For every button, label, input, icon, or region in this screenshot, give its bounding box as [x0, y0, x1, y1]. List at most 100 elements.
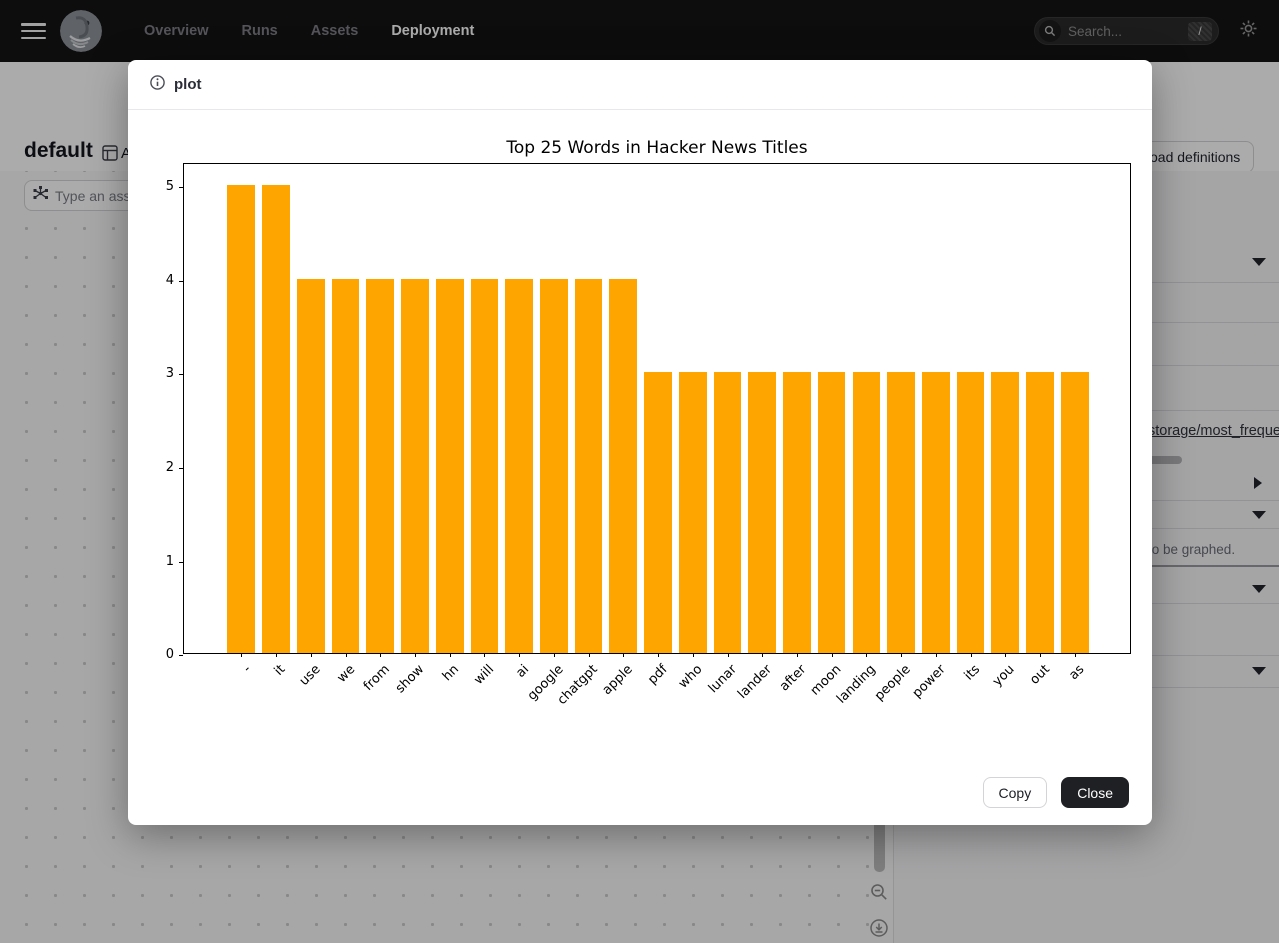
x-tick-mark: [519, 653, 521, 657]
y-tick-label: 4: [165, 272, 174, 288]
settings-gear-icon[interactable]: [1240, 20, 1257, 42]
copy-button[interactable]: Copy: [982, 777, 1048, 808]
bar: [678, 372, 707, 653]
y-tick-mark: [179, 655, 183, 656]
x-tick-mark: [310, 653, 312, 657]
search-input[interactable]: [1068, 23, 1188, 39]
bar: [852, 372, 881, 653]
bar: [609, 278, 638, 653]
bar: [748, 372, 777, 653]
chevron-down-icon[interactable]: [1252, 258, 1266, 266]
x-tick-label: will: [471, 662, 498, 688]
bar: [296, 278, 325, 653]
x-tick-mark: [276, 653, 277, 657]
x-tick-label: -: [239, 662, 254, 676]
canvas-vertical-scrollbar[interactable]: [874, 812, 885, 872]
zoom-out-icon[interactable]: [870, 883, 888, 906]
x-tick-mark: [588, 653, 590, 657]
nav-item-assets[interactable]: Assets: [310, 23, 359, 39]
panel-description-text: to be graphed.: [1148, 542, 1236, 557]
y-tick-label: 3: [165, 366, 174, 382]
nav-right: /: [1034, 17, 1257, 45]
bar: [227, 185, 256, 653]
x-tick-label: people: [871, 662, 914, 704]
bar: [470, 278, 499, 653]
x-tick-mark: [414, 653, 416, 657]
plot-modal: plot Top 25 Words in Hacker News Titles …: [128, 60, 1152, 825]
asset-graph-icon: [33, 185, 48, 206]
chevron-down-icon[interactable]: [1252, 585, 1266, 593]
modal-title: plot: [174, 76, 202, 93]
x-tick-label: after: [777, 662, 810, 695]
x-tick-mark: [484, 653, 486, 657]
hamburger-menu-icon[interactable]: [21, 23, 46, 39]
global-search[interactable]: /: [1034, 17, 1219, 45]
x-tick-label: pdf: [645, 662, 671, 688]
y-tick-label: 0: [165, 647, 174, 662]
chevron-down-icon[interactable]: [1252, 511, 1266, 519]
bar: [644, 372, 672, 653]
x-tick-mark: [380, 653, 382, 657]
x-tick-mark: [692, 653, 694, 657]
x-tick-mark: [1005, 653, 1007, 657]
bar: [574, 278, 603, 653]
x-tick-label: we: [334, 662, 359, 686]
bar: [887, 372, 915, 653]
y-tick-mark: [179, 187, 183, 189]
asset-path-link[interactable]: storage/most_frequent_words: [1148, 423, 1279, 439]
bar: [505, 278, 533, 653]
dagster-logo-icon[interactable]: [60, 10, 102, 52]
bar: [713, 372, 742, 653]
nav-item-deployment[interactable]: Deployment: [391, 23, 475, 39]
x-tick-mark: [796, 653, 798, 657]
x-tick-mark: [901, 653, 903, 657]
info-icon: [150, 74, 165, 95]
x-tick-mark: [1074, 653, 1076, 657]
x-tick-label: it: [271, 662, 289, 679]
x-tick-mark: [345, 653, 347, 657]
x-tick-mark: [658, 653, 659, 657]
bar: [262, 185, 290, 653]
x-tick-label: power: [909, 662, 949, 702]
y-tick-mark: [179, 280, 183, 282]
modal-header: plot: [128, 60, 1152, 110]
x-tick-label: out: [1026, 662, 1053, 688]
nav-item-runs[interactable]: Runs: [241, 23, 278, 39]
bar: [1026, 372, 1054, 653]
nav-items: Overview Runs Assets Deployment: [144, 23, 474, 39]
x-tick-label: its: [961, 662, 984, 684]
panel-horizontal-scrollbar[interactable]: [1147, 456, 1182, 464]
y-tick-mark: [179, 561, 183, 563]
chevron-right-icon[interactable]: [1254, 477, 1262, 489]
x-tick-mark: [241, 653, 243, 657]
x-tick-label: hn: [439, 662, 463, 685]
x-tick-mark: [970, 653, 972, 657]
page-title: default: [24, 139, 93, 162]
x-tick-label: use: [296, 662, 324, 689]
bar: [366, 278, 395, 653]
plot-area: - it use we from show hn will ai google chatgpt app…: [166, 163, 1131, 708]
asset-group-label-partial: A: [121, 145, 132, 162]
y-tick-label: 2: [165, 460, 174, 475]
modal-footer: Copy Close: [982, 777, 1129, 808]
bar: [921, 372, 950, 653]
x-tick-label: lander: [734, 662, 775, 702]
download-image-icon[interactable]: [870, 919, 888, 942]
chart-title: Top 25 Words in Hacker News Titles: [506, 138, 808, 158]
top-nav: Overview Runs Assets Deployment /: [0, 0, 1279, 62]
y-tick-mark: [179, 374, 183, 376]
bar: [991, 372, 1020, 653]
x-tick-label: you: [990, 662, 1018, 690]
search-icon: [1039, 20, 1061, 42]
x-tick-label: ai: [512, 662, 532, 681]
nav-item-overview[interactable]: Overview: [144, 23, 209, 39]
x-tick-mark: [1040, 653, 1041, 657]
y-tick-label: 1: [165, 553, 174, 569]
bar: [1060, 372, 1089, 653]
close-button[interactable]: Close: [1061, 777, 1129, 808]
bar: [783, 372, 811, 653]
chevron-down-icon[interactable]: [1252, 667, 1266, 675]
x-tick-label: who: [675, 662, 706, 692]
bar: [435, 278, 464, 653]
